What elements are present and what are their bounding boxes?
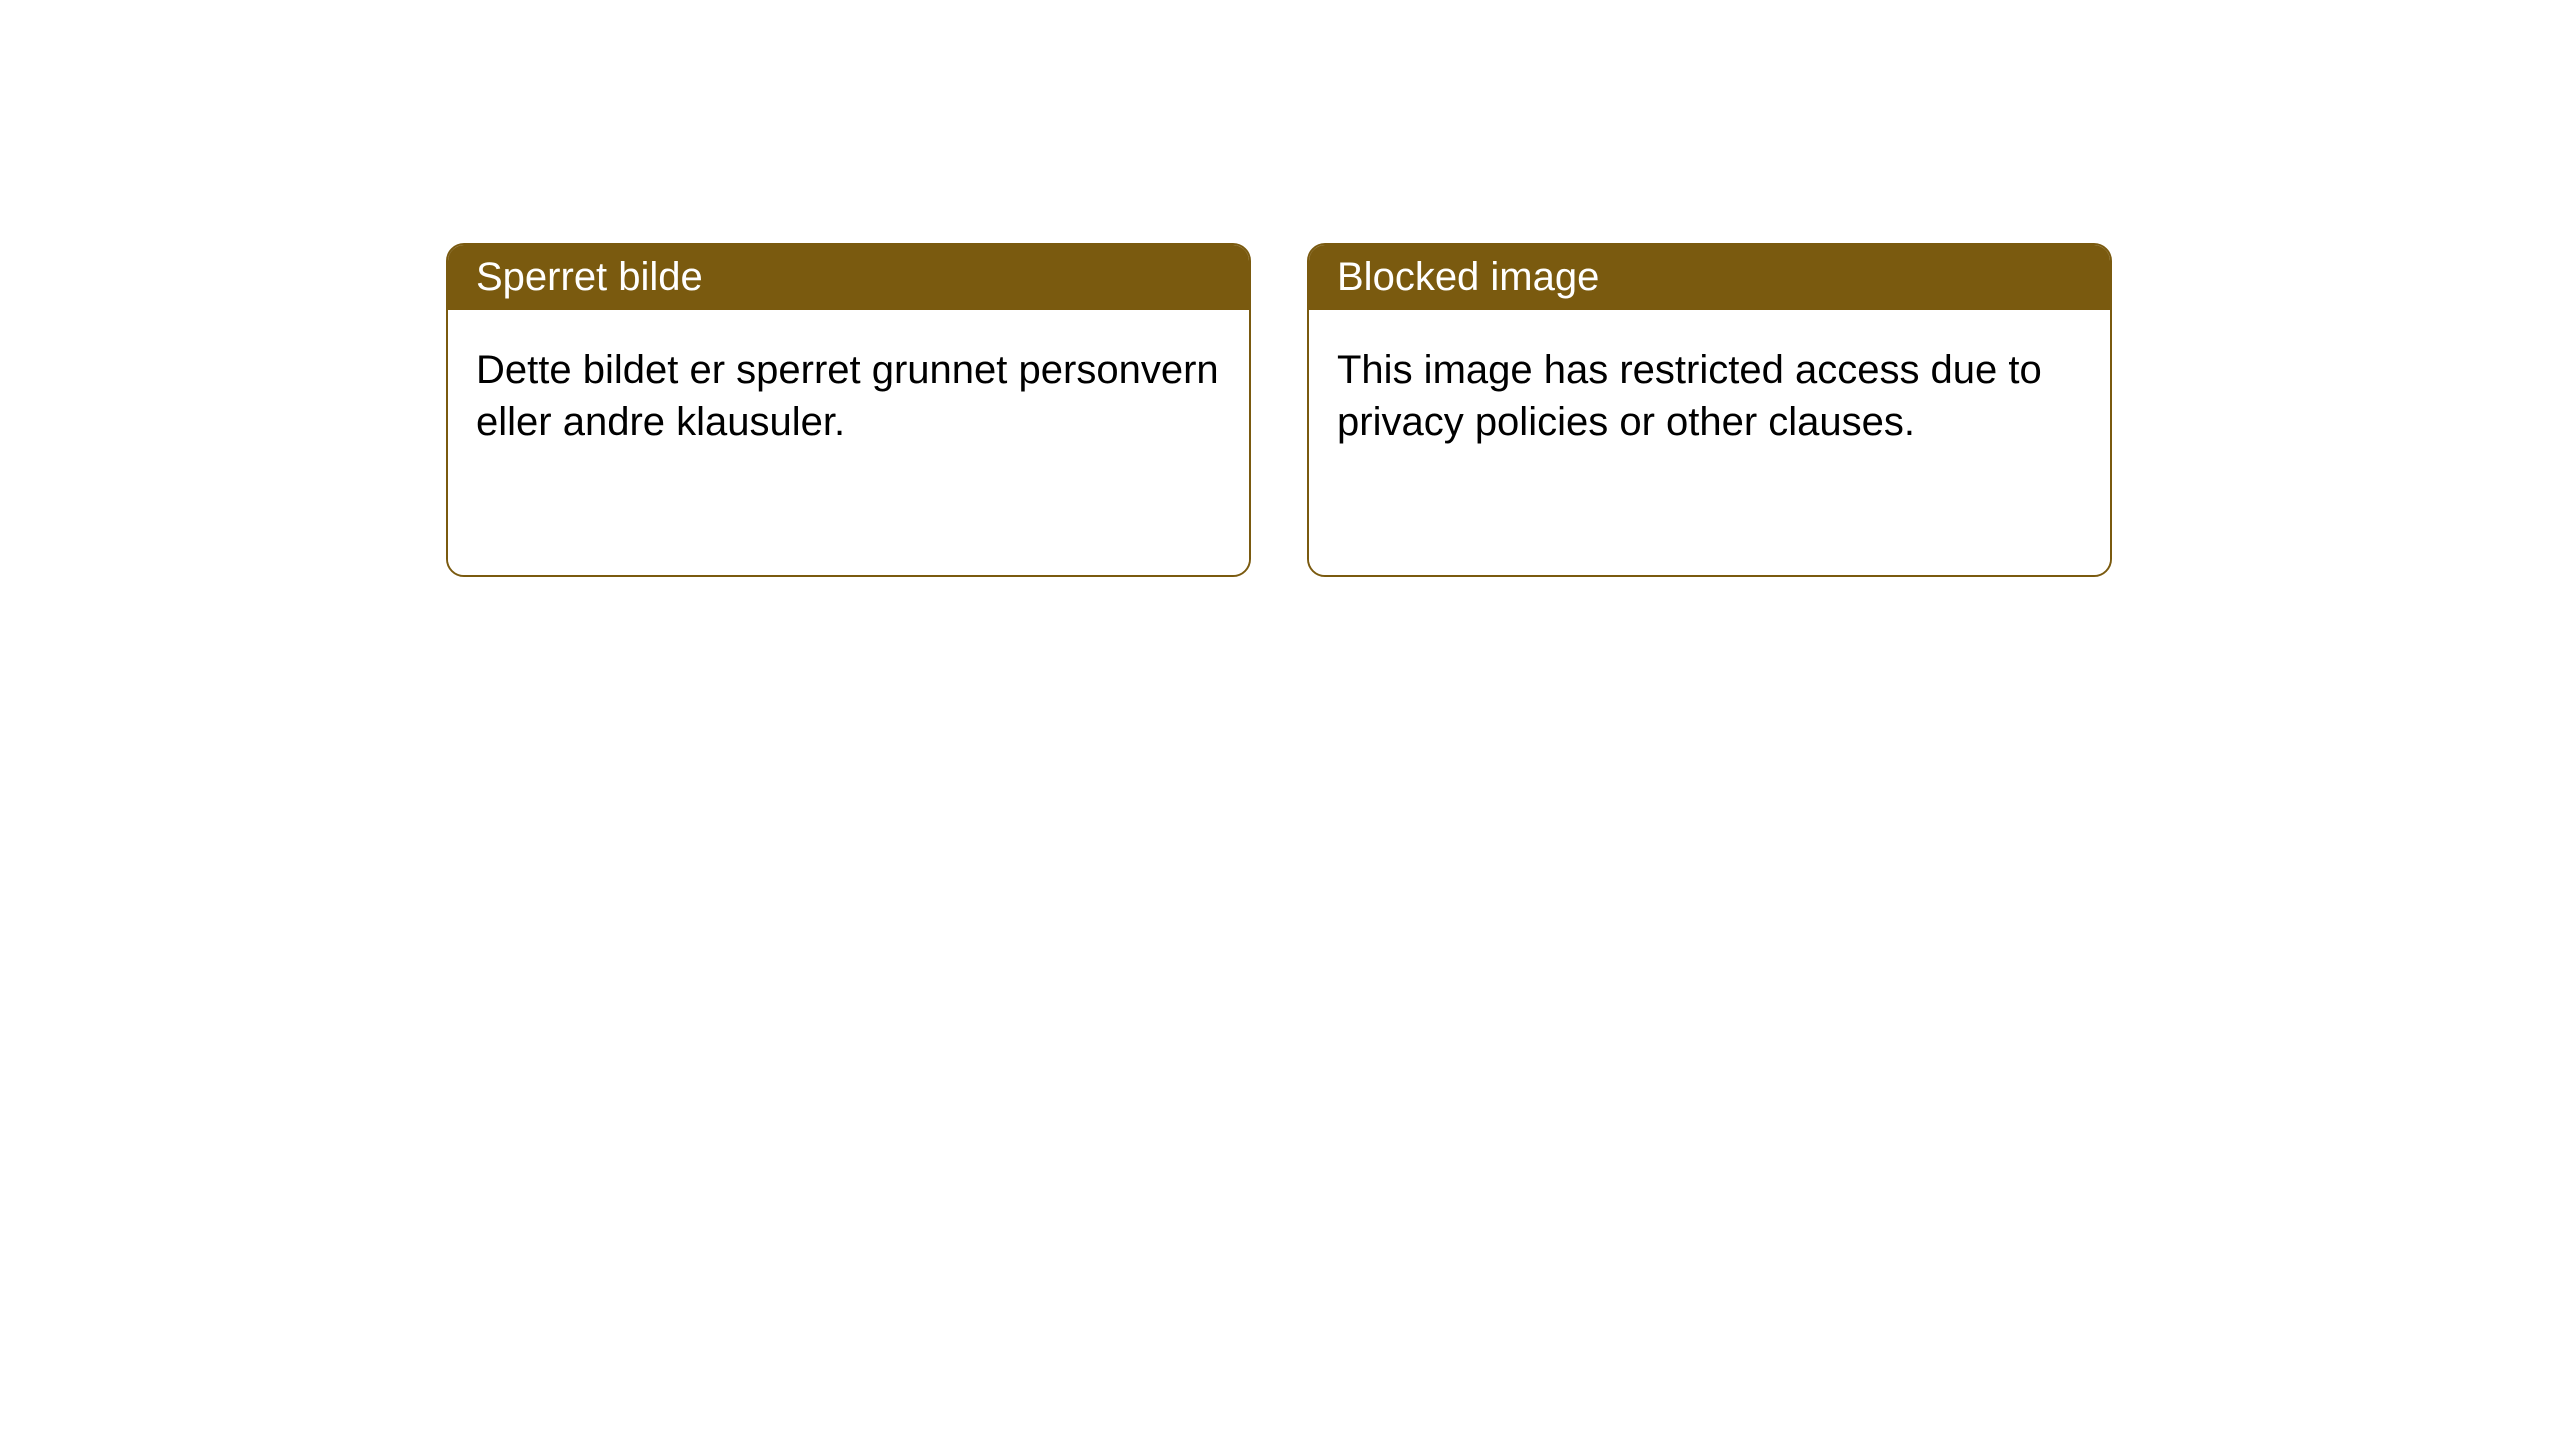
notice-body: Dette bildet er sperret grunnet personve… (448, 310, 1249, 575)
notice-title: Blocked image (1309, 245, 2110, 310)
notice-card-norwegian: Sperret bilde Dette bildet er sperret gr… (446, 243, 1251, 577)
notice-container: Sperret bilde Dette bildet er sperret gr… (0, 0, 2560, 577)
notice-card-english: Blocked image This image has restricted … (1307, 243, 2112, 577)
notice-body: This image has restricted access due to … (1309, 310, 2110, 575)
notice-title: Sperret bilde (448, 245, 1249, 310)
